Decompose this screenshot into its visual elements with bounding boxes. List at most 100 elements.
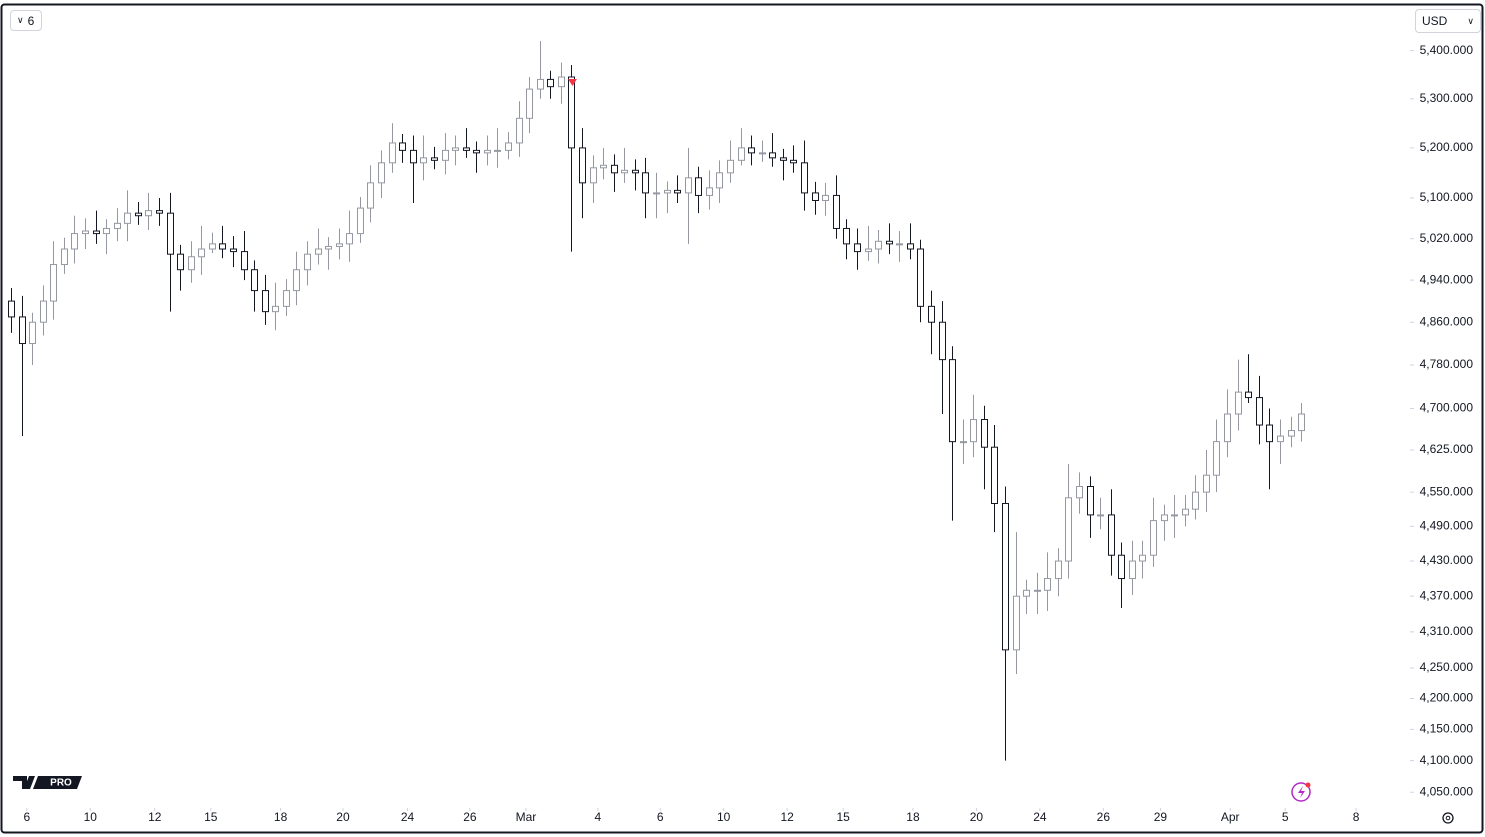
logo-mark xyxy=(13,776,35,789)
currency-label: USD xyxy=(1422,14,1448,28)
candle-body xyxy=(600,164,607,169)
gear xyxy=(1442,812,1454,824)
candle-body xyxy=(82,230,89,235)
candle-body xyxy=(928,305,935,323)
candle-body xyxy=(1266,424,1273,443)
candle-body xyxy=(241,251,248,271)
y-tick-label: 4,100.000 xyxy=(1420,753,1474,767)
x-tick-label: Mar xyxy=(516,810,537,824)
currency-button[interactable]: USD ∨ xyxy=(1415,9,1481,33)
candle-body xyxy=(1256,397,1263,426)
candle-body xyxy=(8,300,15,318)
candle-body xyxy=(50,264,57,302)
x-tick-label: 18 xyxy=(906,810,920,824)
candle-body xyxy=(664,189,671,194)
candle-body xyxy=(1224,413,1231,443)
candle-body xyxy=(1023,589,1030,597)
candle-body xyxy=(621,169,628,174)
candle-body xyxy=(1245,391,1252,399)
x-tick-label: 12 xyxy=(780,810,794,824)
candle-body xyxy=(145,210,152,217)
candle-body xyxy=(748,147,755,154)
candle-body xyxy=(981,419,988,448)
candle-body xyxy=(167,212,174,255)
interval-button[interactable]: ∨ 6 xyxy=(10,10,42,31)
candle-body xyxy=(939,321,946,361)
candle-body xyxy=(1235,391,1242,415)
candle-body xyxy=(1182,508,1189,516)
candle-body xyxy=(875,240,882,250)
candle-body xyxy=(1118,554,1125,580)
candle-body xyxy=(219,243,226,250)
candle-body xyxy=(1213,441,1220,476)
gear-hub xyxy=(1445,815,1451,821)
candle-body xyxy=(283,290,290,307)
candle-body xyxy=(1129,560,1136,580)
x-tick-label: 6 xyxy=(657,810,664,824)
candle-body xyxy=(653,192,660,195)
candle-body xyxy=(812,192,819,201)
candle-body xyxy=(790,159,797,164)
candle-body xyxy=(590,167,597,184)
candle-body xyxy=(293,269,300,292)
x-tick-label: 5 xyxy=(1282,810,1289,824)
candle-body xyxy=(251,269,258,292)
candle-body xyxy=(61,248,68,266)
candle-body xyxy=(1108,514,1115,556)
candle-body xyxy=(1002,502,1009,651)
candle-body xyxy=(209,243,216,250)
candle-body xyxy=(896,243,903,246)
candle-body xyxy=(262,290,269,313)
candle-body xyxy=(484,149,491,154)
candle-body xyxy=(304,253,311,271)
x-tick-label: 29 xyxy=(1154,810,1168,824)
candle-body xyxy=(367,182,374,209)
candle-body xyxy=(738,147,745,161)
candle-body xyxy=(442,149,449,161)
y-tick-label: 4,250.000 xyxy=(1420,660,1474,674)
candle-body xyxy=(917,248,924,307)
candle-body xyxy=(29,321,36,345)
y-tick-label: 5,020.000 xyxy=(1420,231,1474,245)
candle-body xyxy=(463,147,470,151)
x-tick-label: 15 xyxy=(204,810,218,824)
candle-body xyxy=(272,305,279,313)
candle-body xyxy=(833,194,840,229)
candle-body xyxy=(780,157,787,161)
candle-body xyxy=(1097,514,1104,517)
y-tick-label: 4,310.000 xyxy=(1420,624,1474,638)
plot-area: 5,400.000 5,300.000 5,200.000 5,100.000 5,02… xyxy=(8,41,1474,824)
x-tick-label: 24 xyxy=(401,810,415,824)
candle-body xyxy=(516,117,523,144)
candle-body xyxy=(769,152,776,159)
candle-body xyxy=(1034,589,1041,592)
x-tick-label: 24 xyxy=(1033,810,1047,824)
candle-body xyxy=(537,78,544,90)
candle-body xyxy=(611,164,618,174)
y-tick-label: 5,400.000 xyxy=(1420,43,1474,57)
candle-body xyxy=(1277,435,1284,443)
candle-body xyxy=(695,177,702,196)
candle-body xyxy=(1055,560,1062,580)
candle-body xyxy=(325,245,332,250)
y-tick-label: 4,550.000 xyxy=(1420,484,1474,498)
candle-body xyxy=(949,359,956,443)
chevron: ∨ xyxy=(17,15,24,25)
candle-body xyxy=(1192,491,1199,510)
candle-body xyxy=(759,152,766,155)
candle-body xyxy=(960,441,967,444)
x-tick-label: 20 xyxy=(336,810,350,824)
lightning-icon[interactable] xyxy=(1291,782,1311,802)
icon-ring xyxy=(1291,782,1311,802)
candle-body xyxy=(357,207,364,235)
settings-icon[interactable] xyxy=(1442,812,1454,824)
x-tick-label: 15 xyxy=(837,810,851,824)
candle-body xyxy=(865,248,872,253)
x-tick-label: 8 xyxy=(1353,810,1360,824)
x-tick-label: 12 xyxy=(148,810,162,824)
y-tick-label: 4,050.000 xyxy=(1420,784,1474,798)
frame xyxy=(0,3,1484,834)
candle-body xyxy=(431,157,438,161)
candle-body xyxy=(558,76,565,88)
